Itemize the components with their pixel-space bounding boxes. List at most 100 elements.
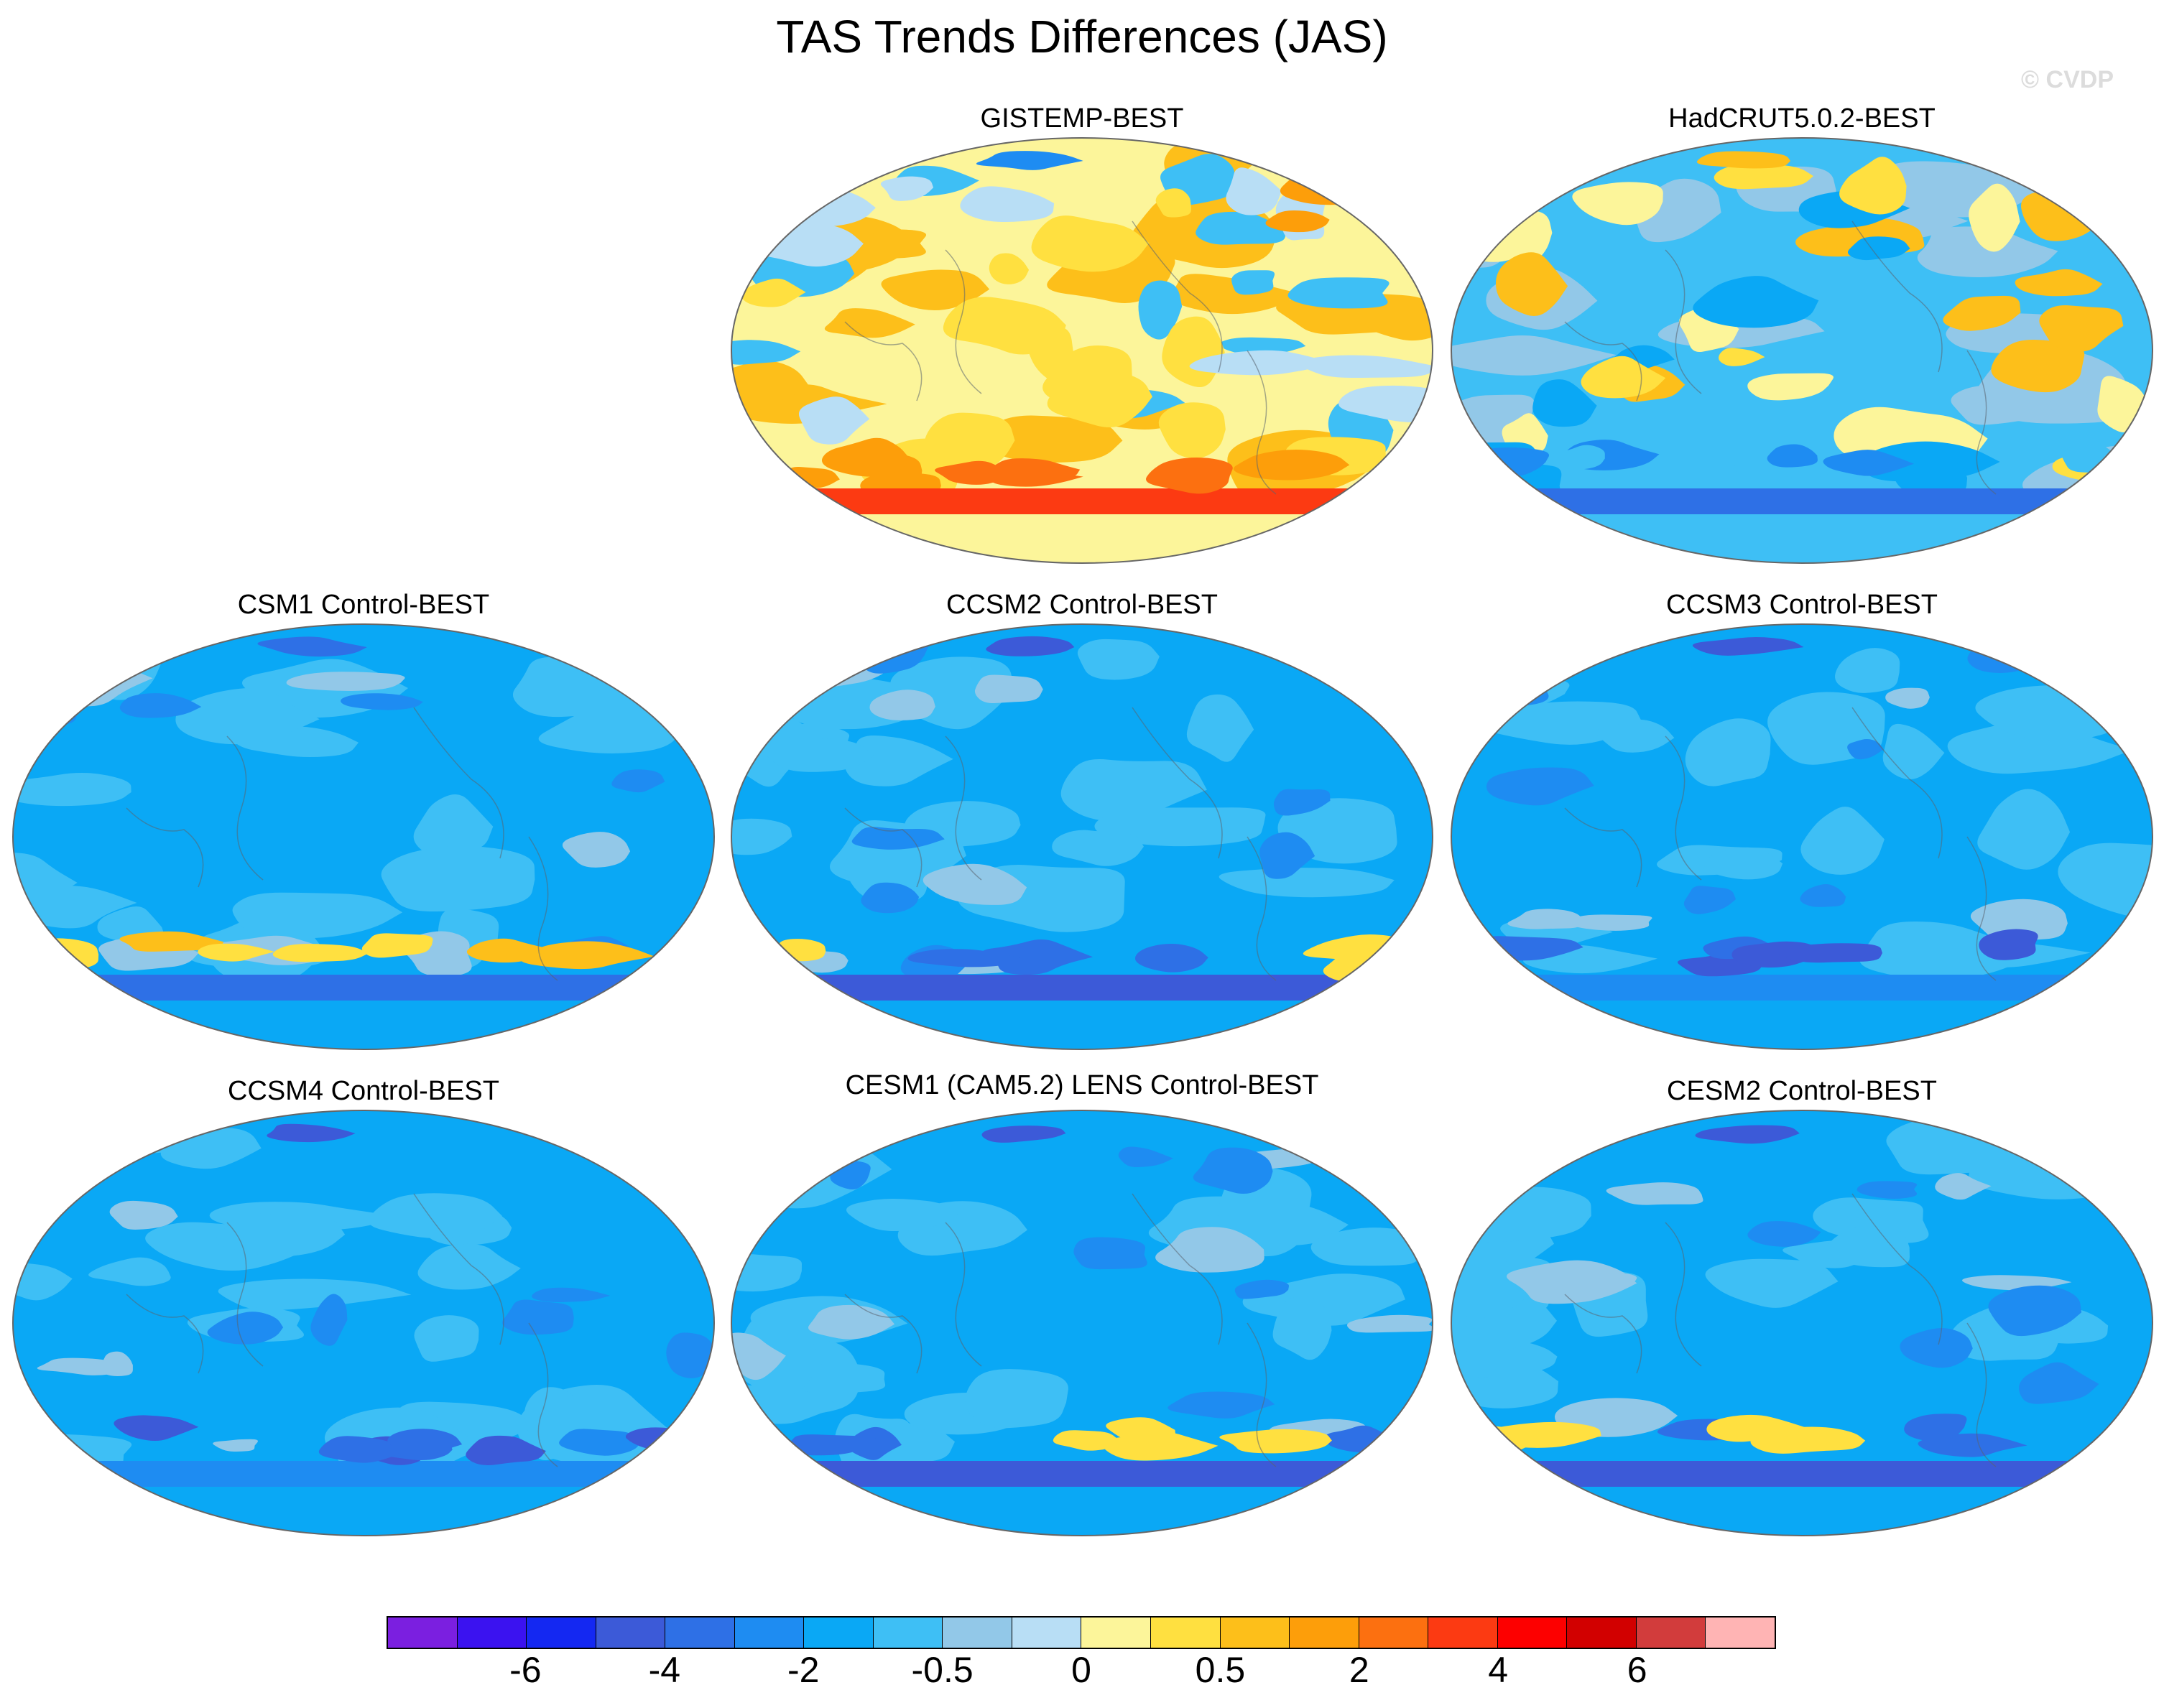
map-arctic-patch (1696, 151, 1790, 169)
map-ccsm3 (1450, 621, 2154, 1052)
map-svg (1451, 137, 2153, 564)
map-coastline (1564, 1294, 1642, 1374)
colorbar-swatch (665, 1618, 735, 1648)
map-anomaly-patch (559, 1429, 642, 1456)
colorbar-label: 6 (1627, 1650, 1647, 1690)
map-outline (731, 623, 1433, 1050)
map-anomaly-patch (24, 694, 80, 726)
map-coastline (945, 1222, 982, 1367)
map-anomaly-patch (381, 846, 535, 912)
map-outline (1451, 137, 2153, 564)
panel-title-cesm1: CESM1 (CAM5.2) LENS Control-BEST (845, 1070, 1319, 1100)
map-anomaly-patch (1685, 718, 1771, 786)
map-anomaly-patch (1298, 355, 1433, 378)
map-anomaly-patch (502, 1299, 574, 1335)
map-cesm1 (730, 1108, 1434, 1538)
map-anomaly-patch (798, 396, 870, 445)
map-coastline (1851, 1193, 1943, 1345)
map-coastline (413, 707, 504, 859)
map-anomaly-patch (1455, 671, 1549, 707)
map-anomaly-patch (965, 1369, 1068, 1429)
map-anomaly-patch (1951, 385, 2059, 425)
map-anomaly-patch (2015, 269, 2103, 297)
colorbar-swatch (1220, 1618, 1290, 1648)
map-arctic-patch (1695, 1125, 1800, 1144)
map-southern-patch (1823, 450, 1914, 476)
map-anomaly-patch (974, 674, 1043, 704)
map-anomaly-patch (213, 1439, 258, 1452)
map-southern-patch (974, 466, 1083, 487)
map-anomaly-patch (1047, 371, 1152, 428)
map-anomaly-patch (1158, 402, 1226, 459)
map-anomaly-patch (1917, 226, 2058, 277)
map-anomaly-patch (414, 1315, 479, 1362)
map-anomaly-patch (13, 1263, 73, 1301)
map-anomaly-patch (1073, 1237, 1147, 1270)
map-anomaly-patch (1705, 1258, 1839, 1308)
map-cesm2 (1450, 1108, 2154, 1538)
map-anomaly-patch (1847, 236, 1910, 261)
map-anomaly-patch (1886, 1115, 2027, 1175)
map-coastline (1966, 1322, 1997, 1467)
panel-title-csm1: CSM1 Control-BEST (237, 590, 490, 620)
map-anomaly-patch (983, 415, 1123, 463)
map-anomaly-patch (1052, 830, 1144, 866)
map-anomaly-patch (44, 664, 85, 690)
map-coastline (1851, 707, 1943, 859)
map-coastline (126, 807, 204, 888)
map-outline (12, 623, 715, 1050)
panel-title-gistemp: GISTEMP-BEST (980, 103, 1184, 134)
map-arctic-patch (976, 151, 1083, 170)
map-anomaly-patch (1273, 789, 1331, 816)
map-anomaly-patch (1856, 1181, 1918, 1199)
map-southern-patch (1219, 1429, 1332, 1454)
map-southern-patch (466, 1435, 546, 1466)
colorbar-swatch (1567, 1618, 1637, 1648)
map-anomaly-patch (1451, 1258, 1536, 1318)
map-anomaly-patch (1719, 348, 1765, 366)
figure-title: TAS Trends Differences (JAS) (776, 11, 1388, 62)
map-anomaly-patch (731, 1385, 840, 1424)
map-anomaly-patch (731, 1251, 803, 1292)
map-southern-patch (907, 949, 1020, 967)
map-southern-patch (1550, 445, 1605, 470)
colorbar-label: -0.5 (911, 1650, 974, 1690)
map-coastline (1665, 735, 1702, 881)
panel-title-hadcrut: HadCRUT5.0.2-BEST (1668, 103, 1936, 134)
map-anomaly-patch (1451, 335, 1617, 376)
map-anomaly-patch (98, 1351, 133, 1377)
map-anomaly-patch (1186, 694, 1254, 762)
map-anomaly-patch (2071, 1128, 2134, 1175)
map-anomaly-patch (1970, 899, 2068, 942)
map-anomaly-patch (1507, 909, 1583, 929)
map-arctic-patch (257, 636, 367, 657)
colorbar-swatch (1706, 1618, 1775, 1648)
map-coastline (528, 836, 558, 981)
map-anomaly-patch (844, 838, 930, 902)
map-anomaly-patch (1839, 157, 1907, 215)
map-southern-patch (821, 437, 908, 477)
map-anomaly-patch (846, 1198, 960, 1232)
map-anomaly-patch (1170, 274, 1300, 315)
map-anomaly-patch (286, 672, 405, 691)
map-anomaly-patch (861, 882, 920, 914)
map-southern-patch (318, 1436, 410, 1463)
map-coastline (1247, 1322, 1277, 1467)
colorbar-label: 0.5 (1195, 1650, 1246, 1690)
map-southern-patch (783, 1434, 879, 1456)
colorbar-swatch (943, 1618, 1012, 1648)
map-coastline (1665, 249, 1702, 394)
map-anomaly-patch (741, 278, 806, 307)
map-southern-patch (1106, 1417, 1176, 1442)
map-anomaly-patch (1991, 339, 2085, 393)
map-hadcrut (1450, 135, 2154, 566)
map-coastline (844, 321, 923, 402)
map-anomaly-patch (1265, 210, 1330, 233)
map-svg (12, 1110, 715, 1536)
map-coastline (1851, 221, 1943, 373)
colorbar-swatch (734, 1618, 805, 1648)
map-anomaly-patch (1280, 169, 1369, 205)
map-anomaly-patch (1747, 1221, 1821, 1247)
map-anomaly-patch (109, 1200, 178, 1230)
map-anomaly-patch (1346, 1314, 1433, 1333)
